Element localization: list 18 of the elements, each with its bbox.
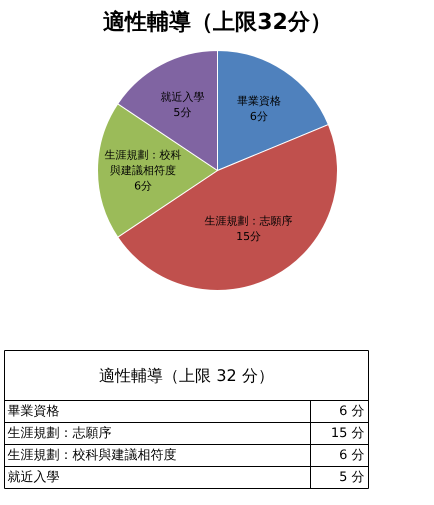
category-label: 畢業資格: [8, 404, 60, 419]
data-label: 6分: [250, 110, 268, 123]
text: 15 分: [330, 426, 365, 441]
category-label: 生涯規劃：校科與建議相符度: [8, 448, 176, 463]
text: 6 分: [339, 448, 365, 463]
slice-label: 就近入學: [160, 90, 204, 104]
data-label: 6分: [134, 180, 152, 193]
chart-title: 適性輔導（上限32分）: [103, 9, 332, 35]
category-label: 生涯規劃：志願序: [8, 426, 112, 441]
text: 5 分: [339, 470, 365, 485]
data-label: 5分: [173, 106, 192, 120]
category-label: 就近入學: [8, 470, 60, 485]
slice-label: 生涯規劃：志願序: [204, 214, 293, 228]
slice-label: 生涯規劃：校科 與建議相符度: [104, 148, 182, 177]
slice-label: 畢業資格: [236, 94, 281, 108]
text: 6 分: [339, 404, 365, 419]
text: 適性輔導（上限 32 分）: [99, 366, 274, 385]
data-label: 15分: [236, 230, 262, 244]
